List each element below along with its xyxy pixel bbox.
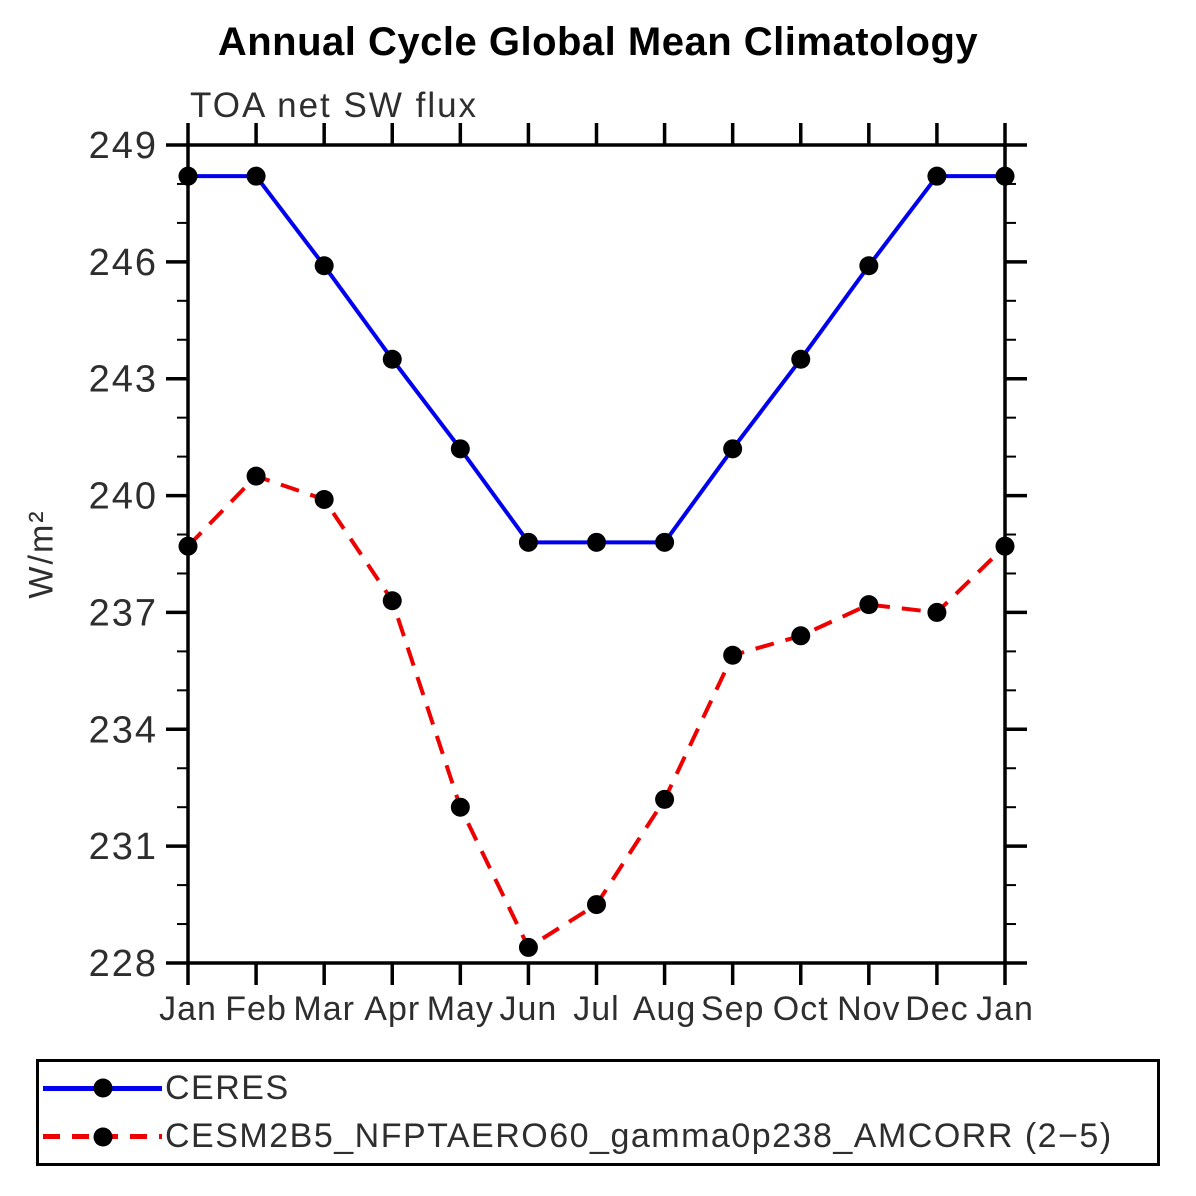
data-point-marker [246, 166, 266, 186]
ceres-line-sample [43, 1078, 162, 1098]
y-axis-tick-label: 243 [89, 359, 158, 401]
x-axis-tick-label: May [427, 990, 494, 1028]
chart-svg: Jan Feb Mar Apr May Jun Jul Aug Sep Oct Nov Dec Jan2… [89, 123, 1034, 1028]
x-axis-tick-label: Apr [364, 990, 420, 1028]
plot-frame [186, 143, 1007, 965]
y-axis-tick-label: 231 [89, 826, 158, 868]
x-axis-tick-label: Jan [976, 990, 1034, 1028]
data-point-marker [927, 166, 947, 186]
data-point-marker [178, 166, 198, 186]
data-point-marker [587, 532, 606, 552]
ceres-line [188, 174, 1005, 545]
y-axis-tick-label: 249 [89, 125, 158, 167]
data-point-marker [450, 439, 470, 459]
model-marker-dot [93, 1127, 112, 1147]
data-point-marker [723, 439, 743, 459]
x-axis-tick-label: Sep [701, 990, 765, 1028]
data-point-marker [655, 532, 675, 552]
x-axis-tick-label: Jun [500, 990, 558, 1028]
y-axis-tick-label: 246 [89, 242, 158, 284]
x-axis-tick-label: Jan [159, 990, 217, 1028]
data-point-marker [859, 256, 879, 276]
data-point-marker [518, 937, 538, 957]
x-axis-tick-label: Jul [573, 990, 619, 1028]
x-axis-tick-label: Aug [633, 990, 697, 1028]
data-point-marker [314, 489, 334, 509]
data-point-marker [995, 536, 1015, 556]
chart-subtitle: TOA net SW flux [190, 86, 479, 125]
model-line-sample [43, 1127, 162, 1147]
data-point-marker [382, 591, 402, 611]
y-axis-tick-label: 234 [89, 709, 158, 751]
ceres-marker-dot [93, 1078, 112, 1098]
data-point-marker [382, 349, 402, 369]
y-axis-tick-label: 240 [89, 476, 158, 518]
data-point-marker [859, 595, 879, 615]
data-point-marker [587, 895, 606, 915]
data-point-marker [246, 466, 266, 486]
data-point-marker [791, 349, 811, 369]
chart-title: Annual Cycle Global Mean Climatology [217, 20, 979, 64]
legend-label-ceres: CERES [165, 1068, 290, 1107]
legend-item-model: CESM2B5_NFPTAERO60_gamma0p238_AMCORR (2−… [39, 1114, 1157, 1160]
data-point-marker [927, 602, 947, 622]
data-point-marker [995, 166, 1015, 186]
x-axis-tick-label: Feb [225, 990, 287, 1028]
x-axis-tick-label: Oct [773, 990, 829, 1028]
legend-label-model: CESM2B5_NFPTAERO60_gamma0p238_AMCORR (2−… [165, 1117, 1113, 1156]
x-axis-tick-label: Nov [837, 990, 900, 1028]
legend-item-ceres: CERES [39, 1065, 1157, 1111]
data-point-marker [450, 797, 470, 817]
data-point-marker [655, 789, 675, 809]
x-axis-tick-label: Mar [293, 990, 355, 1028]
data-point-marker [518, 532, 538, 552]
data-point-marker [791, 626, 811, 646]
y-axis-tick-label: 228 [89, 943, 158, 985]
data-point-marker [314, 256, 334, 276]
x-axis-tick-label: Dec [905, 990, 968, 1028]
legend-box: CERES CESM2B5_NFPTAERO60_gamma0p238_AMCO… [36, 1059, 1160, 1166]
data-point-marker [178, 536, 198, 556]
y-axis-tick-label: 237 [89, 592, 158, 634]
data-point-marker [723, 645, 743, 665]
